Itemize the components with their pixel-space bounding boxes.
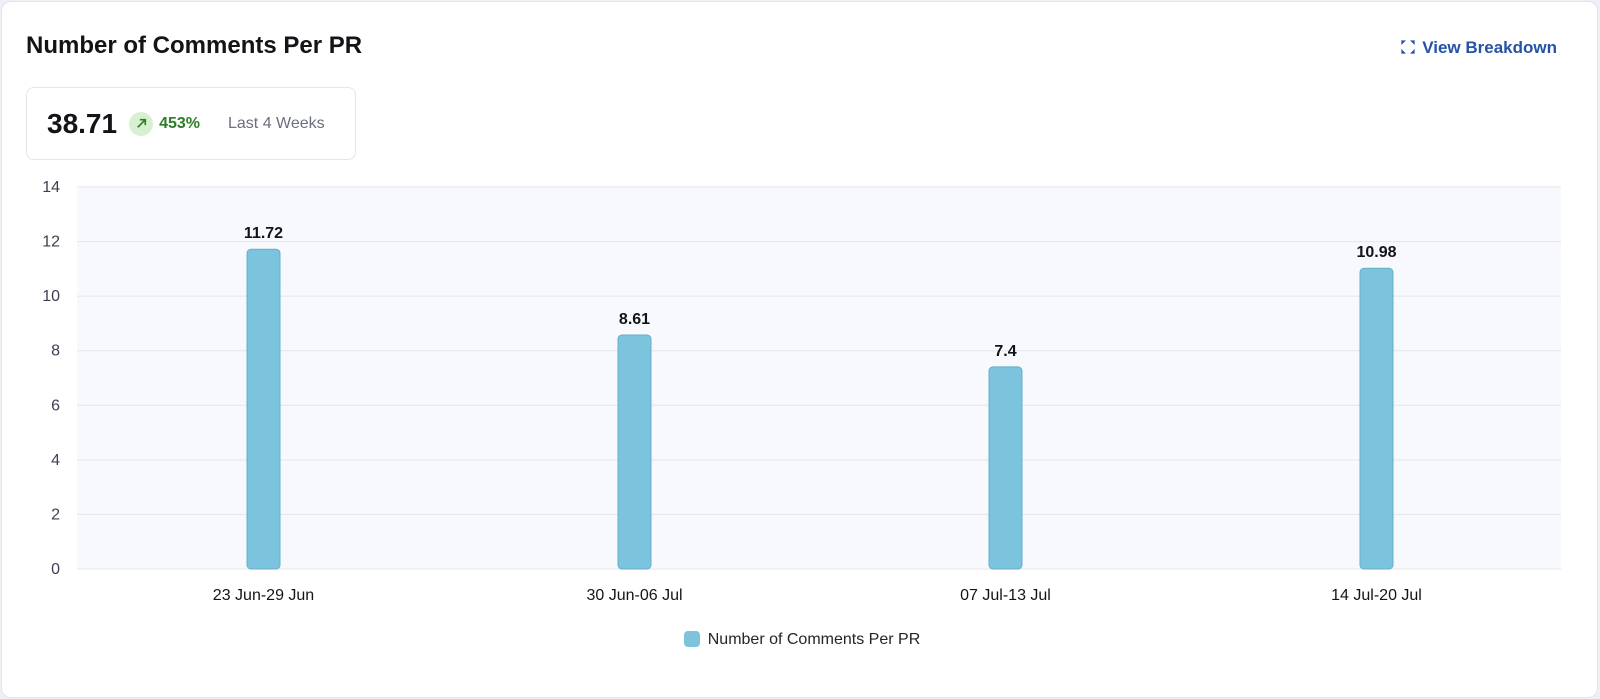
svg-text:07 Jul-13 Jul: 07 Jul-13 Jul <box>960 587 1051 604</box>
svg-text:4: 4 <box>51 452 60 469</box>
svg-text:0: 0 <box>51 561 60 578</box>
svg-text:10: 10 <box>42 288 60 305</box>
svg-text:2: 2 <box>51 506 60 523</box>
svg-text:12: 12 <box>42 234 60 251</box>
svg-text:14 Jul-20 Jul: 14 Jul-20 Jul <box>1331 587 1422 604</box>
svg-text:14: 14 <box>42 180 60 196</box>
svg-text:6: 6 <box>51 397 60 414</box>
svg-text:10.98: 10.98 <box>1356 244 1396 261</box>
svg-text:7.4: 7.4 <box>994 343 1016 360</box>
svg-text:8: 8 <box>51 343 60 360</box>
svg-text:11.72: 11.72 <box>244 225 283 242</box>
svg-text:8.61: 8.61 <box>619 311 650 328</box>
svg-text:30 Jun-06 Jul: 30 Jun-06 Jul <box>586 587 682 604</box>
svg-text:23 Jun-29 Jun: 23 Jun-29 Jun <box>213 587 314 604</box>
